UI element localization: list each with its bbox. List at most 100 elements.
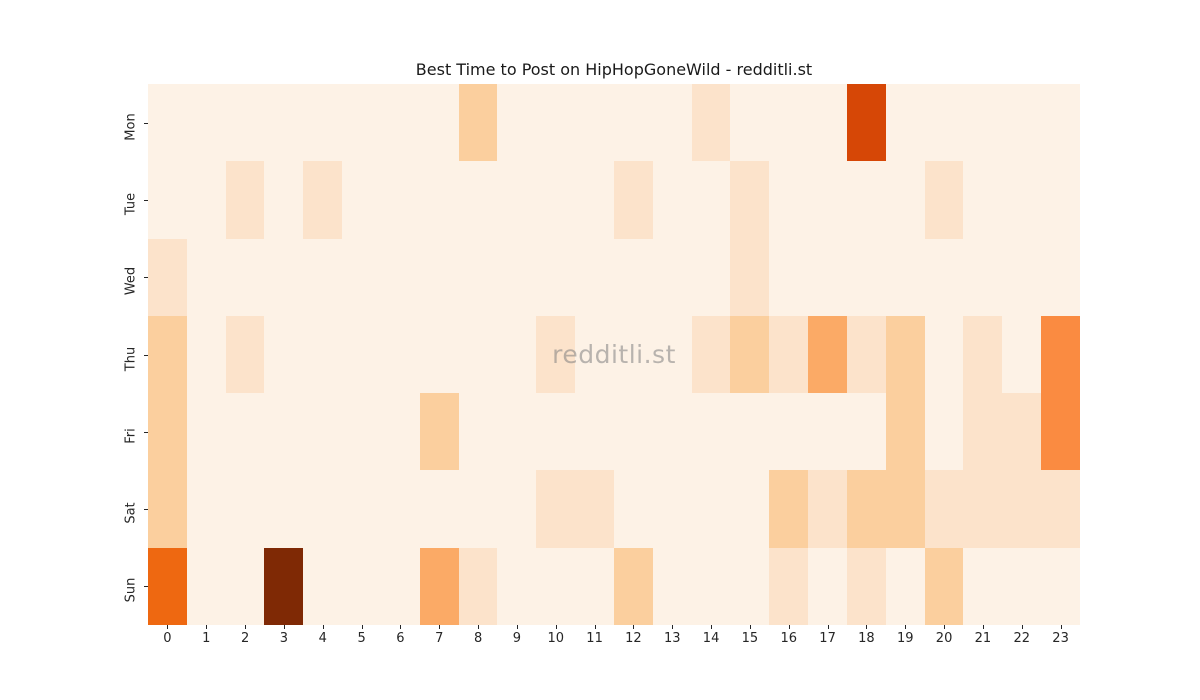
x-tick-label: 3 [279, 631, 289, 646]
heatmap-cell [652, 547, 692, 625]
heatmap-cell [808, 238, 847, 316]
heatmap-cell [575, 238, 614, 316]
heatmap-cell [342, 161, 381, 239]
heatmap-cell [924, 547, 964, 625]
heatmap-cell [264, 470, 304, 548]
x-axis-tick [594, 625, 596, 629]
heatmap-cell [536, 393, 576, 471]
x-tick-label: 12 [625, 631, 642, 646]
x-tick-label: 7 [435, 631, 444, 646]
heatmap-cell [963, 470, 1003, 548]
heatmap-cell [1041, 84, 1080, 162]
x-axis-tick [555, 625, 557, 629]
heatmap-cell [536, 161, 576, 239]
heatmap-cell [1041, 161, 1080, 239]
heatmap-cell [885, 547, 925, 625]
heatmap-cell [186, 393, 226, 471]
x-axis-tick [516, 625, 518, 629]
x-axis-tick [1021, 625, 1023, 629]
y-axis-tick [144, 199, 148, 201]
heatmap-cell [186, 547, 226, 625]
heatmap-cell [458, 547, 498, 625]
heatmap-cell [1041, 470, 1080, 548]
heatmap-cell [536, 238, 576, 316]
heatmap-cell [497, 470, 537, 548]
heatmap-cell [1002, 238, 1042, 316]
heatmap-cell [769, 84, 809, 162]
x-axis-tick [322, 625, 324, 629]
heatmap-cell [225, 547, 265, 625]
heatmap-cell [924, 315, 964, 394]
heatmap-cell [380, 547, 420, 625]
heatmap-cell [148, 161, 187, 239]
x-axis-tick [1060, 625, 1062, 629]
heatmap-cell [613, 393, 653, 471]
heatmap-cell [458, 470, 498, 548]
heatmap-cell [303, 547, 343, 625]
x-tick-label: 13 [663, 631, 681, 646]
x-tick-label: 22 [1013, 631, 1031, 646]
y-tick-label-text: Sun [123, 577, 139, 603]
heatmap-cell [342, 393, 381, 471]
x-tick-label: 10 [547, 631, 565, 646]
heatmap-cell [691, 161, 731, 239]
heatmap-cell [575, 470, 614, 548]
heatmap-cell [652, 470, 692, 548]
heatmap-cell [652, 161, 692, 239]
heatmap-cell [380, 84, 420, 162]
heatmap-cell [885, 161, 925, 239]
heatmap-cell [186, 315, 226, 394]
heatmap-plot-area [148, 84, 1080, 625]
heatmap-cell [148, 393, 187, 471]
heatmap-cell [303, 315, 343, 394]
y-axis-tick [144, 277, 148, 279]
x-tick-label: 15 [741, 631, 759, 646]
y-tick-label-text: Tue [123, 192, 139, 216]
y-tick-label-text: Fri [123, 428, 139, 444]
heatmap-cell [186, 238, 226, 316]
heatmap-cell [419, 161, 459, 239]
x-tick-label: 21 [974, 631, 992, 646]
y-tick-label-text: Mon [123, 112, 139, 141]
heatmap-cell [419, 470, 459, 548]
heatmap-cell [730, 393, 770, 471]
heatmap-cell [148, 84, 187, 162]
heatmap-cell [691, 470, 731, 548]
x-axis-tick [866, 625, 868, 629]
heatmap-cell [730, 84, 770, 162]
heatmap-cell [1041, 238, 1080, 316]
heatmap-cell [808, 161, 847, 239]
heatmap-cell [613, 470, 653, 548]
heatmap-cell [1041, 315, 1080, 394]
heatmap-cell [419, 84, 459, 162]
x-axis-tick [361, 625, 363, 629]
heatmap-cell [963, 84, 1003, 162]
heatmap-cell [225, 315, 265, 394]
heatmap-cell [885, 84, 925, 162]
x-axis-tick [711, 625, 713, 629]
heatmap-cell [380, 393, 420, 471]
x-axis-tick [827, 625, 829, 629]
heatmap-cell [264, 547, 304, 625]
heatmap-cell [1002, 161, 1042, 239]
heatmap-cell [846, 470, 886, 548]
y-tick-label-text: Wed [123, 267, 139, 296]
heatmap-cell [769, 238, 809, 316]
heatmap-cell [225, 238, 265, 316]
heatmap-cell [225, 470, 265, 548]
heatmap-cell [575, 161, 614, 239]
heatmap-cell [730, 238, 770, 316]
heatmap-cell [846, 161, 886, 239]
x-tick-label: 9 [512, 631, 522, 646]
heatmap-cell [924, 470, 964, 548]
heatmap-cell [691, 393, 731, 471]
heatmap-cell [924, 238, 964, 316]
x-axis-tick [788, 625, 790, 629]
heatmap-cell [769, 547, 809, 625]
heatmap-cell [303, 470, 343, 548]
x-tick-label: 16 [780, 631, 798, 646]
heatmap-cell [148, 238, 187, 316]
heatmap-cell [186, 470, 226, 548]
heatmap-cell [148, 470, 187, 548]
